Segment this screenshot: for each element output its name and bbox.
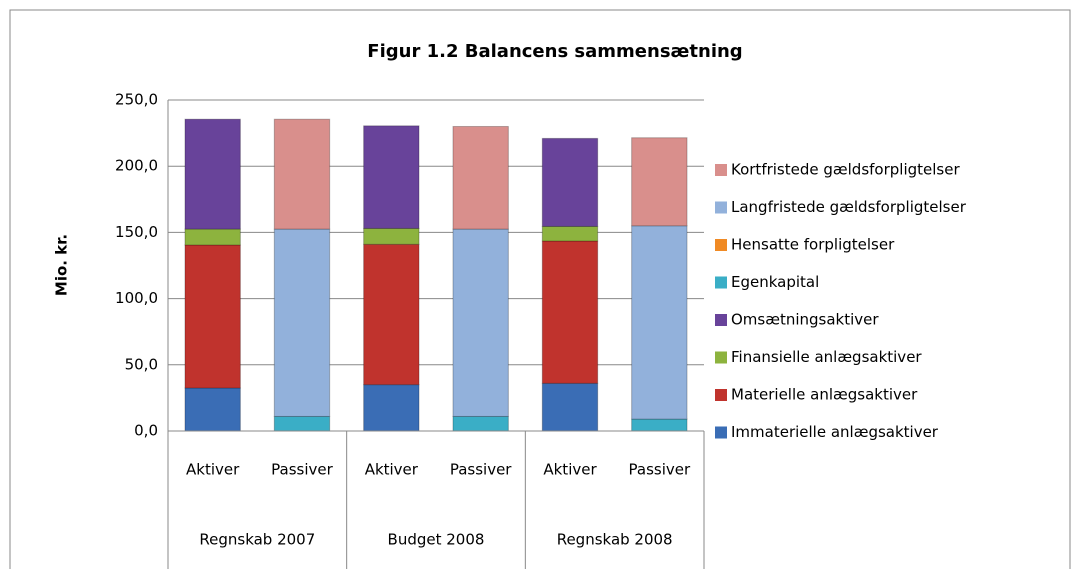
bar-segment bbox=[363, 125, 420, 229]
bar-segment bbox=[541, 225, 599, 242]
x-tick-label: Passiver bbox=[271, 461, 333, 479]
y-tick-label: 0,0 bbox=[134, 422, 158, 440]
y-tick-label: 100,0 bbox=[115, 289, 158, 307]
bar-segment bbox=[184, 228, 241, 246]
legend-swatch bbox=[715, 351, 727, 364]
bar-segment bbox=[631, 225, 688, 420]
chart-border bbox=[9, 9, 1071, 573]
chart-title: Figur 1.2 Balancens sammensætning bbox=[367, 41, 742, 62]
bar-segment bbox=[184, 244, 241, 389]
legend-label: Immaterielle anlægsaktiver bbox=[731, 423, 939, 441]
bar-segment bbox=[273, 415, 331, 432]
bar-segment bbox=[631, 418, 688, 432]
legend-label: Hensatte forpligtelser bbox=[731, 236, 895, 254]
bar-segment bbox=[452, 125, 509, 230]
legend-swatch bbox=[715, 314, 727, 326]
bar-segment bbox=[363, 243, 420, 386]
legend-swatch bbox=[715, 239, 727, 251]
legend-label: Finansielle anlægsaktiver bbox=[731, 348, 922, 366]
group-label: Regnskab 2008 bbox=[557, 531, 673, 549]
bar-segment bbox=[541, 382, 599, 432]
x-tick-label: Aktiver bbox=[543, 461, 597, 479]
y-axis-label: Mio. kr. bbox=[53, 234, 71, 296]
group-label: Budget 2008 bbox=[388, 531, 485, 549]
legend-swatch bbox=[715, 201, 727, 214]
legend-label: Materielle anlægsaktiver bbox=[731, 386, 918, 404]
bar-segment bbox=[363, 384, 420, 432]
bar-segment bbox=[541, 240, 599, 384]
bar-segment bbox=[631, 137, 688, 227]
x-tick-label: Passiver bbox=[629, 461, 691, 479]
x-tick-label: Aktiver bbox=[365, 461, 419, 479]
bar-segment bbox=[452, 228, 509, 417]
bar-segment bbox=[184, 387, 241, 432]
legend-swatch bbox=[715, 426, 727, 439]
y-tick-label: 50,0 bbox=[125, 355, 158, 373]
legend-swatch bbox=[715, 389, 727, 401]
legend-swatch bbox=[715, 276, 727, 289]
bar-segment bbox=[363, 227, 420, 245]
x-tick-label: Passiver bbox=[450, 461, 512, 479]
legend-swatch bbox=[715, 164, 727, 176]
bar-segment bbox=[273, 118, 331, 230]
y-tick-label: 200,0 bbox=[115, 157, 158, 175]
bar-segment bbox=[452, 415, 509, 432]
x-tick-label: Aktiver bbox=[186, 461, 240, 479]
bar-segment bbox=[273, 228, 331, 417]
legend-label: Egenkapital bbox=[731, 273, 819, 291]
y-tick-label: 250,0 bbox=[115, 91, 158, 109]
legend-label: Kortfristede gældsforpligtelser bbox=[731, 161, 960, 179]
y-tick-label: 150,0 bbox=[115, 223, 158, 241]
legend-label: Omsætningsaktiver bbox=[731, 311, 879, 329]
bar-segment bbox=[184, 118, 241, 230]
group-label: Regnskab 2007 bbox=[199, 531, 315, 549]
bar-segment bbox=[541, 137, 599, 227]
legend-label: Langfristede gældsforpligtelser bbox=[731, 198, 967, 216]
